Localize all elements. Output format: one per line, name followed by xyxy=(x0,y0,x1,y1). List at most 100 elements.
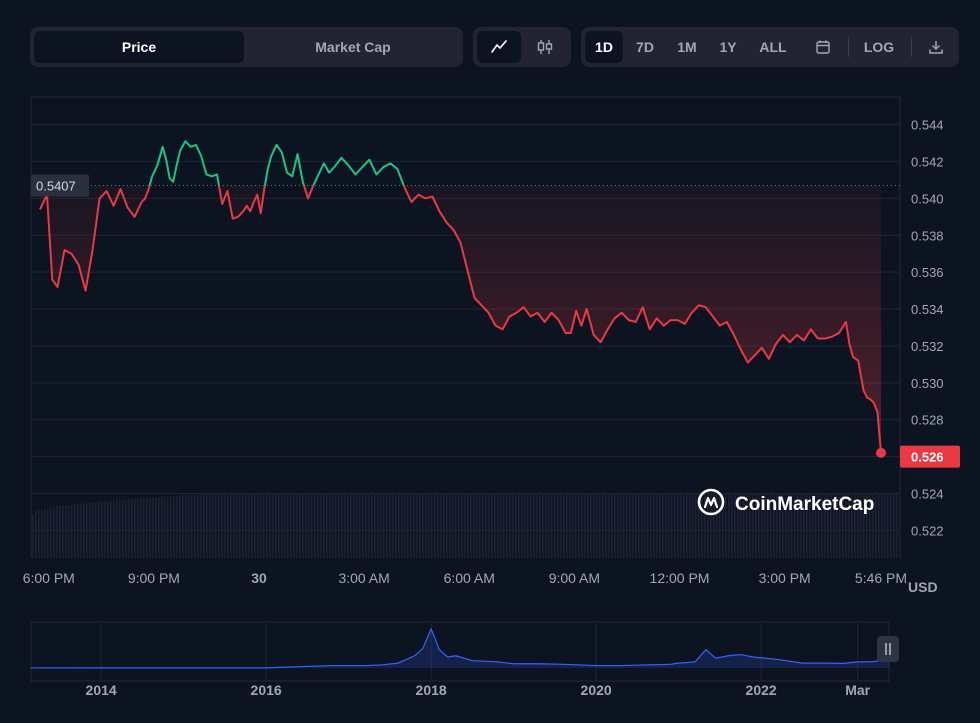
x-tick-label: 30 xyxy=(251,570,267,586)
volume-bar xyxy=(59,506,61,558)
volume-bar xyxy=(779,493,781,558)
volume-bar xyxy=(485,493,487,558)
volume-bar xyxy=(413,492,415,558)
volume-bar xyxy=(392,492,394,558)
volume-bar xyxy=(206,494,208,558)
volume-bar xyxy=(575,493,577,558)
volume-bar xyxy=(56,505,58,558)
volume-bar xyxy=(680,493,682,558)
navigator-line xyxy=(30,627,890,669)
line-chart-icon[interactable] xyxy=(477,31,521,63)
volume-bar xyxy=(359,493,361,558)
range-1y-button[interactable]: 1Y xyxy=(719,39,737,55)
volume-bar xyxy=(224,492,226,558)
candlestick-icon[interactable] xyxy=(523,31,567,63)
volume-bar xyxy=(161,496,163,558)
volume-bar xyxy=(734,493,736,558)
volume-bar xyxy=(503,493,505,558)
log-scale-button[interactable]: LOG xyxy=(863,39,895,55)
volume-bar xyxy=(695,493,697,558)
volume-bar xyxy=(563,493,565,558)
volume-bar xyxy=(800,493,802,558)
volume-bar xyxy=(266,492,268,558)
volume-bar xyxy=(518,492,520,558)
volume-bar xyxy=(623,492,625,558)
volume-bar xyxy=(245,492,247,558)
volume-bar xyxy=(146,498,148,558)
volume-bar xyxy=(314,493,316,558)
chart-type-group xyxy=(473,27,571,67)
volume-bar xyxy=(641,493,643,558)
volume-bar xyxy=(419,493,421,558)
volume-bar xyxy=(104,501,106,558)
volume-bar xyxy=(713,493,715,558)
volume-bar xyxy=(470,493,472,558)
toolbar-divider xyxy=(911,37,912,57)
volume-bar xyxy=(86,503,88,558)
volume-bar xyxy=(176,496,178,558)
calendar-icon[interactable] xyxy=(803,31,843,63)
volume-bar xyxy=(866,493,868,558)
volume-bar xyxy=(704,493,706,558)
volume-bar xyxy=(890,493,892,558)
volume-bar xyxy=(686,492,688,558)
navigator-year-label: 2014 xyxy=(86,682,117,698)
volume-bar xyxy=(716,493,718,558)
volume-bar xyxy=(602,492,604,558)
volume-bar xyxy=(635,493,637,558)
range-all-button[interactable]: ALL xyxy=(759,39,787,55)
time-range-group: 1D 7D 1M 1Y ALL LOG xyxy=(581,27,959,67)
volume-bar xyxy=(668,493,670,558)
volume-bar xyxy=(650,493,652,558)
volume-bar xyxy=(254,493,256,558)
range-7d-button[interactable]: 7D xyxy=(636,39,654,55)
volume-bar xyxy=(758,493,760,558)
toolbar-divider xyxy=(848,37,849,57)
volume-bar xyxy=(884,493,886,558)
volume-bar xyxy=(101,501,103,558)
watermark-text: CoinMarketCap xyxy=(735,494,874,515)
volume-bar xyxy=(683,493,685,558)
volume-bar xyxy=(533,493,535,558)
download-icon[interactable] xyxy=(917,31,955,63)
volume-bar xyxy=(749,492,751,558)
volume-bar xyxy=(284,493,286,558)
range-1d-button[interactable]: 1D xyxy=(585,31,623,63)
volume-bar xyxy=(899,493,901,558)
volume-bar xyxy=(722,493,724,558)
navigator-year-label: 2022 xyxy=(746,682,777,698)
y-tick-label: 0.544 xyxy=(911,118,944,133)
volume-bar xyxy=(875,492,877,558)
price-chart[interactable]: 0.522 0.524 0.526 0.528 0.530 0.532 0.534 0.536… xyxy=(0,0,980,612)
volume-bar xyxy=(302,493,304,558)
volume-bar xyxy=(674,493,676,558)
volume-bar xyxy=(446,493,448,558)
price-area-fill xyxy=(40,185,881,453)
x-tick-label: 9:00 AM xyxy=(549,570,600,586)
y-tick-label: 0.534 xyxy=(911,302,944,317)
volume-bar xyxy=(137,498,139,558)
navigator-handle[interactable] xyxy=(877,636,899,662)
volume-bar xyxy=(404,493,406,558)
volume-bar xyxy=(482,493,484,558)
navigator-year-label: 2016 xyxy=(251,682,282,698)
volume-bar xyxy=(401,493,403,558)
market-cap-tab[interactable]: Market Cap xyxy=(315,39,391,55)
history-navigator[interactable]: 2014 2016 2018 2020 2022 Mar xyxy=(0,612,980,712)
volume-bar xyxy=(803,493,805,558)
volume-bar xyxy=(143,498,145,558)
volume-bar xyxy=(374,493,376,558)
range-1m-button[interactable]: 1M xyxy=(677,39,697,55)
volume-bar xyxy=(653,493,655,558)
volume-bar xyxy=(656,493,658,558)
volume-bar xyxy=(737,493,739,558)
volume-bar xyxy=(725,493,727,558)
volume-bar xyxy=(752,493,754,558)
volume-bar xyxy=(590,493,592,558)
volume-bar xyxy=(212,494,214,558)
volume-bar xyxy=(158,497,160,558)
volume-bar xyxy=(776,493,778,558)
volume-bar xyxy=(647,493,649,558)
price-tab[interactable]: Price xyxy=(34,31,244,63)
volume-bar xyxy=(614,493,616,558)
